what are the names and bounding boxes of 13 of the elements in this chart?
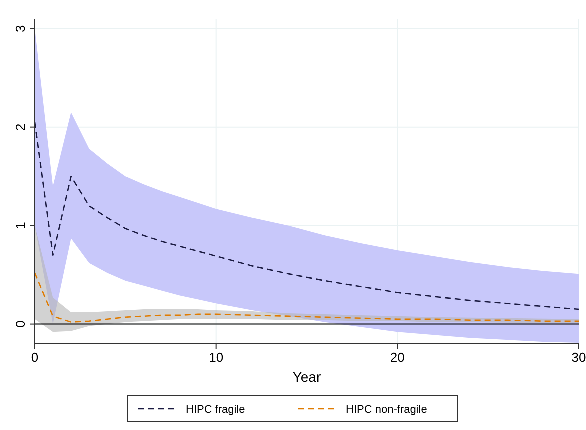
x-tick-label: 20 xyxy=(390,350,405,365)
legend-label: HIPC non-fragile xyxy=(346,404,428,416)
y-tick-label: 2 xyxy=(13,124,28,131)
x-tick-label: 0 xyxy=(31,350,39,365)
line-series xyxy=(34,122,580,310)
x-tick-label: 10 xyxy=(209,350,224,365)
y-tick-label: 3 xyxy=(13,25,28,32)
y-tick-label: 1 xyxy=(13,222,28,230)
y-tick-label: 0 xyxy=(13,320,28,328)
x-axis-title: Year xyxy=(292,369,322,385)
x-tick-label: 30 xyxy=(572,350,586,365)
line-series xyxy=(34,272,580,323)
legend-label: HIPC fragile xyxy=(186,404,246,416)
